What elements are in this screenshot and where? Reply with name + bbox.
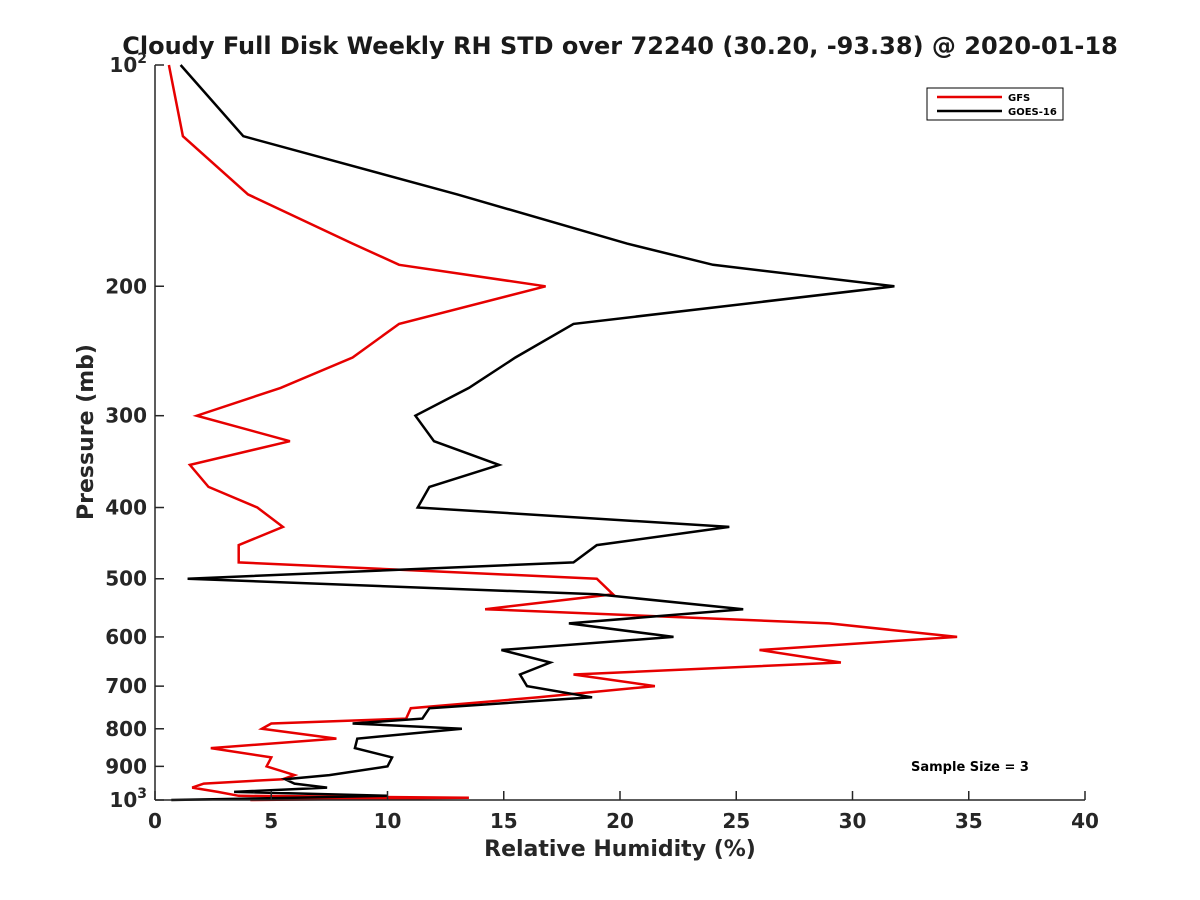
legend-box [926,87,1064,121]
x-tick-label: 20 [606,809,634,833]
y-tick-label: 200 [105,274,147,298]
y-tick-label: 900 [105,754,147,778]
y-tick-label: 300 [105,404,147,428]
x-tick-label: 0 [148,809,162,833]
x-ticks: 0 5 10 15 20 25 30 35 40 [148,791,1099,833]
series-line-goes16 [171,64,895,802]
x-tick-label: 25 [722,809,750,833]
legend-label-gfs: GFS [1008,93,1030,104]
series-line-gfs [167,64,958,802]
chart-title: Cloudy Full Disk Weekly RH STD over 7224… [122,32,1118,60]
x-tick-label: 10 [374,809,402,833]
y-tick-label: 400 [105,496,147,520]
y-tick-label: 500 [105,567,147,591]
y-tick-label: 102 [109,51,147,77]
x-tick-label: 35 [955,809,983,833]
sample-size-annotation: Sample Size = 3 [911,760,1029,775]
y-tick-label: 103 [109,786,147,812]
x-tick-label: 40 [1071,809,1099,833]
x-tick-label: 5 [264,809,278,833]
y-tick-label: 600 [105,625,147,649]
x-axis-label: Relative Humidity (%) [484,837,756,862]
legend-label-goes16: GOES-16 [1008,107,1057,118]
y-ticks: 102 200 300 400 500 600 700 800 900 103 [105,51,164,812]
legend: GFS GOES-16 [926,87,1064,121]
y-axis-label: Pressure (mb) [74,344,99,520]
y-tick-label: 700 [105,674,147,698]
x-tick-label: 15 [490,809,518,833]
x-tick-label: 30 [839,809,867,833]
y-tick-label: 800 [105,717,147,741]
series-layer [167,64,958,802]
